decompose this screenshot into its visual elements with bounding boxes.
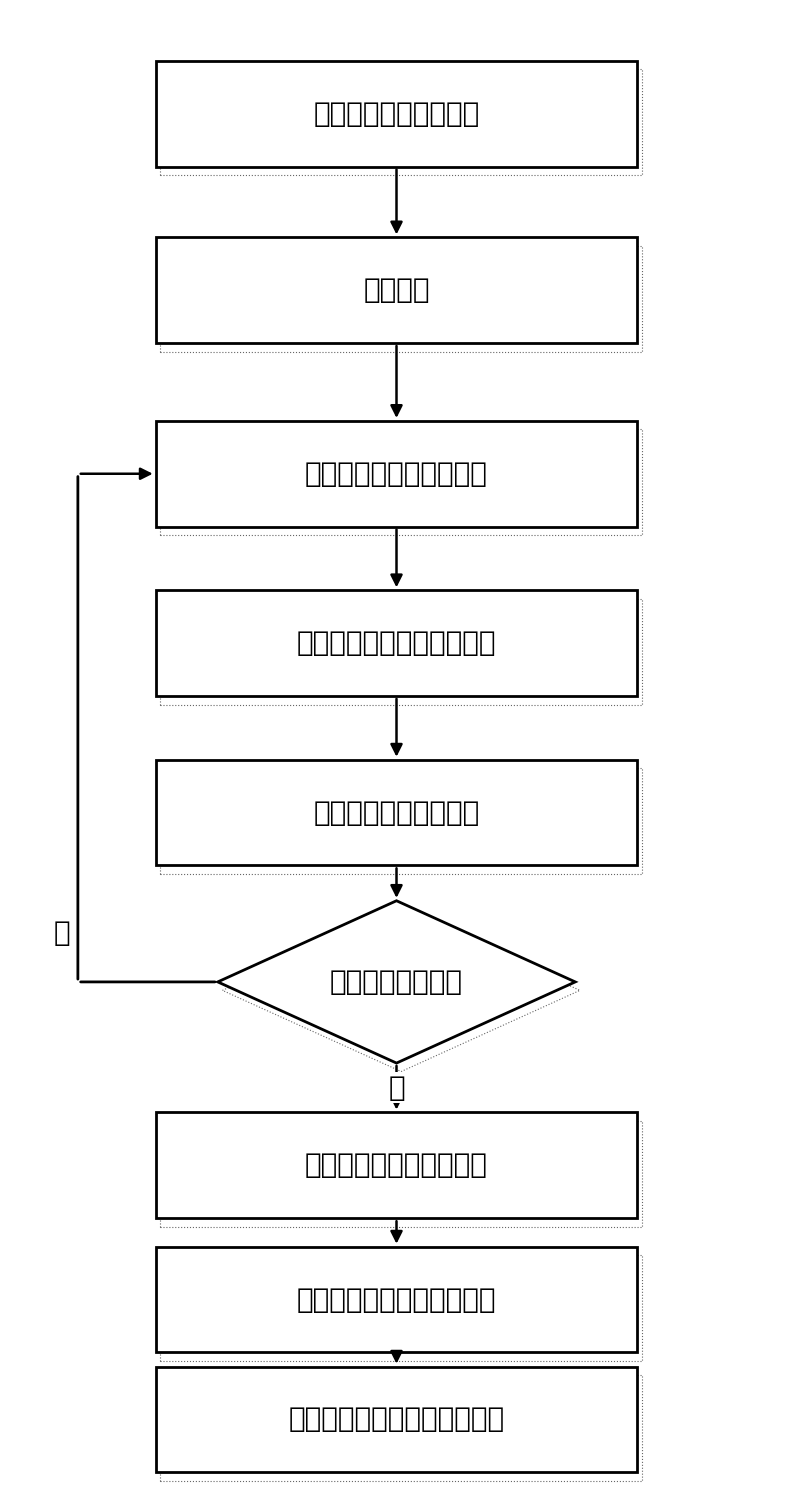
Text: 根据配置检查开始时间: 根据配置检查开始时间 xyxy=(313,100,480,127)
Text: 扫描数据库答案形成评分: 扫描数据库答案形成评分 xyxy=(305,460,488,488)
Bar xyxy=(155,421,638,527)
Bar xyxy=(155,1246,638,1353)
Text: 是: 是 xyxy=(389,1074,404,1101)
Bar xyxy=(160,1121,642,1227)
Polygon shape xyxy=(218,900,575,1064)
Bar xyxy=(160,430,642,535)
Text: 提交评分结果并上传数据: 提交评分结果并上传数据 xyxy=(305,1152,488,1179)
Bar xyxy=(160,69,642,175)
Bar xyxy=(155,1113,638,1218)
Bar xyxy=(155,590,638,697)
Bar xyxy=(155,237,638,343)
Bar xyxy=(160,1255,642,1360)
Text: 检查考试是否结束: 检查考试是否结束 xyxy=(330,968,463,996)
Text: 计算计分表并提交人工计分: 计算计分表并提交人工计分 xyxy=(297,1285,496,1314)
Bar xyxy=(160,599,642,704)
Bar xyxy=(155,1366,638,1473)
Bar xyxy=(155,759,638,866)
Bar xyxy=(160,1375,642,1482)
Text: 开始评分: 开始评分 xyxy=(363,276,430,304)
Bar xyxy=(160,768,642,873)
Bar xyxy=(160,246,642,352)
Text: 扫描配置文件答案形成评分: 扫描配置文件答案形成评分 xyxy=(297,629,496,658)
Text: 否: 否 xyxy=(53,918,70,947)
Text: 扫描其他答案形成评分: 扫描其他答案形成评分 xyxy=(313,798,480,827)
Bar xyxy=(155,61,638,166)
Text: 人工计分确认，发布最终成绩: 人工计分确认，发布最终成绩 xyxy=(289,1405,504,1434)
